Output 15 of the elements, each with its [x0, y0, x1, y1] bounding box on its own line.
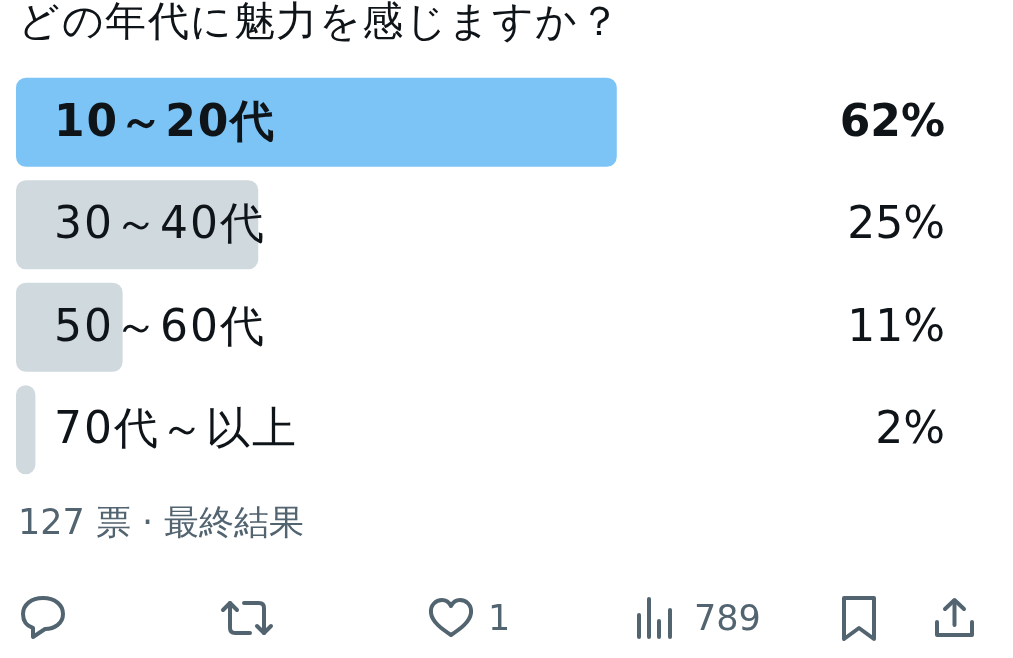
- y-tick-label: 10～20代: [54, 94, 277, 146]
- text: 789: [694, 597, 761, 640]
- bar: [16, 385, 36, 475]
- text: 127 票 · 最終結果: [18, 501, 305, 544]
- y-tick-label: 50～60代: [54, 299, 266, 351]
- data-label: 62%: [839, 94, 945, 146]
- data-label: 25%: [847, 197, 945, 249]
- text: 1: [488, 597, 511, 640]
- bar: [16, 77, 617, 167]
- chart-title: どの年代に魅力を感じますか？: [18, 0, 621, 45]
- data-label: 11%: [847, 299, 945, 351]
- data-label: 2%: [875, 402, 945, 454]
- y-tick-label: 70代～以上: [54, 402, 298, 454]
- bar: [16, 282, 123, 372]
- y-tick-label: 30～40代: [54, 197, 266, 249]
